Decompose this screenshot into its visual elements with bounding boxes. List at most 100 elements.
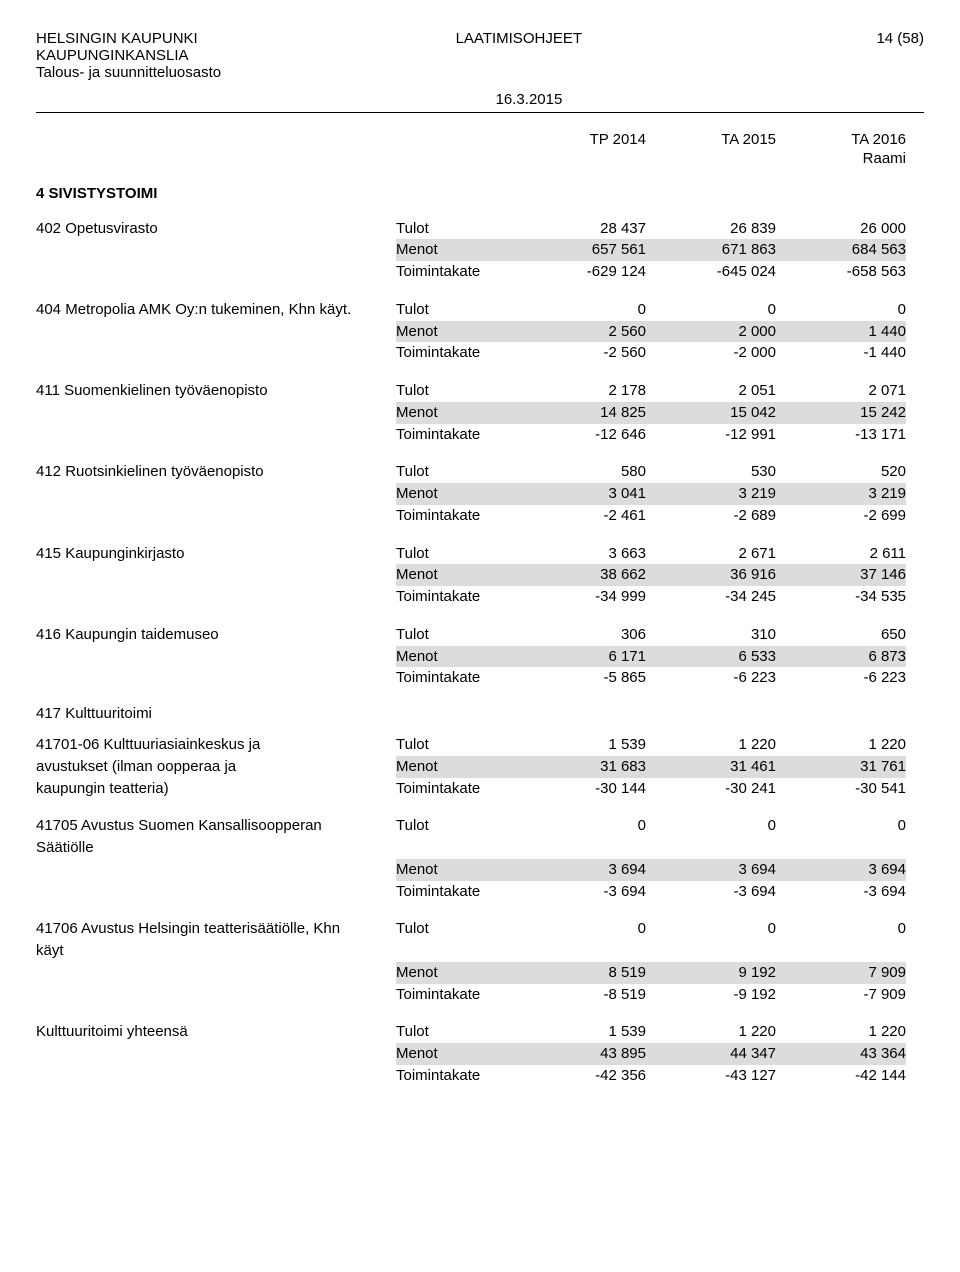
item-name [36,483,396,505]
header-page: 14 (58) [876,30,924,108]
value: -30 541 [776,778,906,800]
value: 3 694 [516,859,646,881]
row-label: Menot [396,483,516,505]
value: -2 000 [646,342,776,364]
value: 1 539 [516,1021,646,1043]
doc-title: LAATIMISOHJEET [456,30,582,47]
item-name [36,586,396,608]
item-name: 412 Ruotsinkielinen työväenopisto [36,461,396,483]
value: 0 [776,815,906,837]
item-name [36,424,396,446]
value: -5 865 [516,667,646,689]
value: -3 694 [646,881,776,903]
value: 684 563 [776,239,906,261]
value: 14 825 [516,402,646,424]
col-sub: Raami [776,150,906,167]
col-year-1: TP 2014 [516,131,646,148]
value: 1 220 [776,1021,906,1043]
row-label: Menot [396,859,516,881]
column-headers: TP 2014 TA 2015 TA 2016 [36,131,924,148]
value: -42 356 [516,1065,646,1087]
value: 31 761 [776,756,906,778]
item-name [36,962,396,984]
value: 6 533 [646,646,776,668]
item-name [36,505,396,527]
value: 26 000 [776,218,906,240]
item-name: 41706 Avustus Helsingin teatterisäätiöll… [36,918,396,940]
row-label: Menot [396,564,516,586]
item-name [36,881,396,903]
header-org: HELSINGIN KAUPUNKI KAUPUNGINKANSLIA Talo… [36,30,221,108]
item-name [36,1043,396,1065]
item-name: 411 Suomenkielinen työväenopisto [36,380,396,402]
budget-item: 412 Ruotsinkielinen työväenopisto Tulot … [36,461,924,526]
value: 671 863 [646,239,776,261]
item-name: kaupungin teatteria) [36,778,396,800]
value: 0 [646,918,776,940]
row-label: Toimintakate [396,342,516,364]
row-label: Toimintakate [396,505,516,527]
value: 43 364 [776,1043,906,1065]
value: 6 873 [776,646,906,668]
value: -34 245 [646,586,776,608]
value: 15 042 [646,402,776,424]
row-label: Menot [396,1043,516,1065]
value: 520 [776,461,906,483]
row-label: Toimintakate [396,1065,516,1087]
value: 0 [646,299,776,321]
item-name: 415 Kaupunginkirjasto [36,543,396,565]
item-name [36,402,396,424]
col-year-3: TA 2016 [776,131,906,148]
value: 1 539 [516,734,646,756]
item-name: 402 Opetusvirasto [36,218,396,240]
org-line-3: Talous- ja suunnitteluosasto [36,64,221,81]
value: 7 909 [776,962,906,984]
value: 3 663 [516,543,646,565]
value: 530 [646,461,776,483]
value: -42 144 [776,1065,906,1087]
row-label: Menot [396,321,516,343]
value: 2 000 [646,321,776,343]
budget-item: 41701-06 Kulttuuriasiainkeskus ja Tulot … [36,734,924,799]
value: 3 694 [646,859,776,881]
value: 31 461 [646,756,776,778]
value: 650 [776,624,906,646]
row-label: Tulot [396,218,516,240]
value: 657 561 [516,239,646,261]
item-name-cont: Säätiölle [36,837,396,859]
value: 9 192 [646,962,776,984]
value: 15 242 [776,402,906,424]
value: 1 220 [776,734,906,756]
value: 36 916 [646,564,776,586]
value: 0 [516,918,646,940]
section-title: 4 SIVISTYSTOIMI [36,185,924,202]
org-line-2: KAUPUNGINKANSLIA [36,47,221,64]
item-name [36,342,396,364]
value: -2 689 [646,505,776,527]
value: -30 144 [516,778,646,800]
value: 37 146 [776,564,906,586]
value: 2 611 [776,543,906,565]
value: -34 535 [776,586,906,608]
budget-total: Kulttuuritoimi yhteensä Tulot 1 539 1 22… [36,1021,924,1086]
value: -12 646 [516,424,646,446]
item-name: Kulttuuritoimi yhteensä [36,1021,396,1043]
item-name: 416 Kaupungin taidemuseo [36,624,396,646]
value: 0 [646,815,776,837]
item-name [36,321,396,343]
value: 310 [646,624,776,646]
budget-item: 402 Opetusvirasto Tulot 28 437 26 839 26… [36,218,924,283]
value: 6 171 [516,646,646,668]
page-number: 14 (58) [876,30,924,47]
row-label: Toimintakate [396,881,516,903]
value: 2 560 [516,321,646,343]
value: -7 909 [776,984,906,1006]
col-year-2: TA 2015 [646,131,776,148]
value: 2 051 [646,380,776,402]
item-name [36,1065,396,1087]
value: 8 519 [516,962,646,984]
row-label: Menot [396,646,516,668]
value: -6 223 [776,667,906,689]
row-label: Menot [396,402,516,424]
item-name: 41701-06 Kulttuuriasiainkeskus ja [36,734,396,756]
